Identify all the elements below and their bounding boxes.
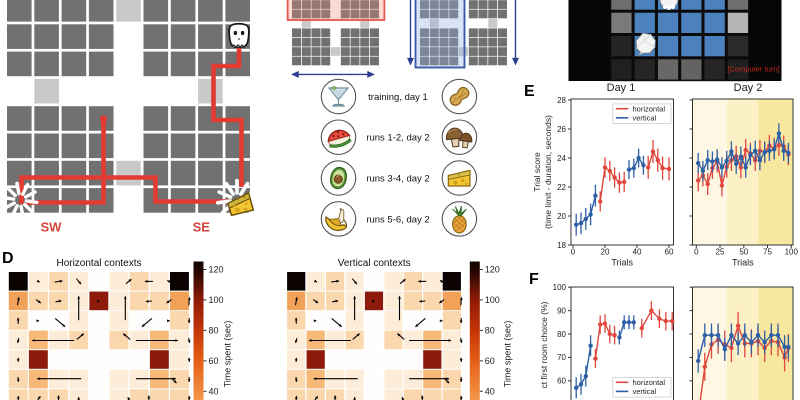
svg-text:100: 100 [485, 295, 500, 305]
svg-text:0: 0 [571, 247, 576, 256]
svg-text:120: 120 [485, 265, 500, 275]
svg-text:18: 18 [557, 241, 566, 250]
svg-text:Trials: Trials [732, 258, 754, 268]
svg-text:80: 80 [557, 330, 566, 339]
svg-text:runs 1-2, day 2: runs 1-2, day 2 [366, 133, 429, 144]
svg-text:40: 40 [209, 387, 219, 397]
svg-text:runs 3-4, day 2: runs 3-4, day 2 [366, 173, 429, 184]
svg-text:Horizontal contexts: Horizontal contexts [56, 258, 141, 269]
svg-text:20: 20 [557, 212, 566, 221]
svg-text:22: 22 [557, 183, 566, 192]
svg-text:80: 80 [209, 326, 219, 336]
svg-text:60: 60 [485, 356, 495, 366]
svg-text:50: 50 [739, 247, 748, 256]
svg-text:80: 80 [485, 326, 495, 336]
svg-text:[Computer turn]: [Computer turn] [727, 65, 779, 74]
svg-text:40: 40 [485, 387, 495, 397]
svg-text:D: D [2, 250, 14, 267]
svg-text:70: 70 [557, 353, 566, 362]
svg-text:SE: SE [193, 220, 211, 235]
svg-text:0: 0 [694, 247, 699, 256]
svg-text:100: 100 [785, 247, 799, 256]
svg-text:Day 2: Day 2 [734, 82, 763, 94]
svg-text:training, day 1: training, day 1 [368, 92, 428, 103]
svg-text:horizontal: horizontal [633, 104, 666, 113]
svg-text:horizontal: horizontal [633, 378, 666, 387]
svg-text:Trial score: Trial score [532, 152, 542, 192]
svg-text:vertical: vertical [633, 387, 657, 396]
svg-text:100: 100 [209, 295, 224, 305]
svg-text:Time spent (sec): Time spent (sec) [502, 321, 512, 388]
svg-text:28: 28 [557, 96, 566, 105]
svg-text:100: 100 [553, 283, 567, 292]
svg-text:runs 5-6, day 2: runs 5-6, day 2 [366, 214, 429, 225]
svg-text:Vertical contexts: Vertical contexts [338, 258, 411, 269]
svg-text:90: 90 [557, 306, 566, 315]
svg-text:vertical: vertical [633, 113, 657, 122]
svg-text:40: 40 [633, 247, 642, 256]
svg-text:26: 26 [557, 125, 566, 134]
svg-text:20: 20 [601, 247, 610, 256]
svg-text:120: 120 [209, 265, 224, 275]
svg-text:60: 60 [665, 247, 674, 256]
svg-text:Trials: Trials [611, 258, 633, 268]
svg-text:25: 25 [716, 247, 725, 256]
svg-text:(time limit - duration, second: (time limit - duration, seconds) [543, 115, 553, 229]
svg-text:Time spent (sec): Time spent (sec) [223, 321, 233, 388]
svg-text:75: 75 [763, 247, 772, 256]
svg-text:24: 24 [557, 154, 566, 163]
svg-text:F: F [529, 271, 539, 288]
svg-text:E: E [524, 83, 535, 100]
svg-text:60: 60 [557, 377, 566, 386]
svg-text:Day 1: Day 1 [607, 82, 636, 94]
svg-text:ct first room choice (%): ct first room choice (%) [539, 301, 549, 388]
svg-text:60: 60 [209, 356, 219, 366]
svg-text:SW: SW [41, 220, 63, 235]
